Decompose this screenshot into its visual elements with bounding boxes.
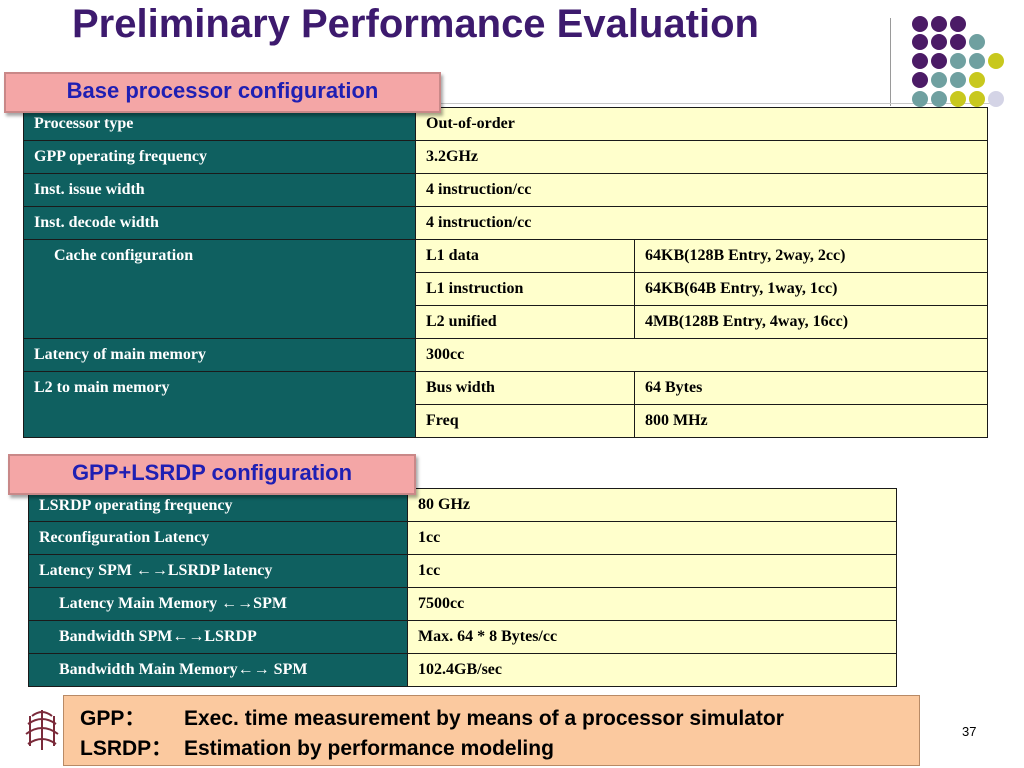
table-row: Latency SPM ←→LSRDP latency 1cc — [28, 554, 897, 588]
table-row: Freq 800 MHz — [24, 404, 989, 438]
note-box: GPP： Exec. time measurement by means of … — [63, 695, 920, 766]
table-row: Latency Main Memory ←→SPM 7500cc — [28, 587, 897, 621]
row-value: 64KB(64B Entry, 1way, 1cc) — [633, 272, 989, 306]
row-subkey: Bus width — [415, 371, 635, 405]
dot — [931, 91, 947, 107]
slide-title: Preliminary Performance Evaluation — [72, 2, 759, 46]
note-line: GPP： Exec. time measurement by means of … — [80, 704, 919, 734]
table-row: Cache configuration L1 data 64KB(128B En… — [23, 239, 989, 339]
row-key: Bandwidth Main Memory←→ SPM — [28, 653, 408, 687]
row-key: Latency of main memory — [23, 338, 416, 372]
base-config-table: Processor type Out-of-order GPP operatin… — [23, 107, 989, 438]
dot — [988, 53, 1004, 69]
note-text: Estimation by performance modeling — [184, 737, 554, 760]
note-line: LSRDP： Estimation by performance modelin… — [80, 734, 919, 764]
row-value: 300cc — [414, 338, 989, 372]
dot — [912, 91, 928, 107]
dot — [912, 72, 928, 88]
dot — [912, 53, 928, 69]
dot — [950, 34, 966, 50]
row-subkey: Freq — [415, 404, 635, 438]
note-key: GPP： — [80, 707, 146, 730]
dot — [969, 91, 985, 107]
row-key: Inst. decode width — [23, 206, 416, 240]
table-row: Latency of main memory 300cc — [23, 338, 989, 372]
note-key: LSRDP： — [80, 737, 173, 760]
row-value: 64KB(128B Entry, 2way, 2cc) — [633, 239, 989, 273]
row-value: 1cc — [407, 521, 897, 555]
dot — [912, 34, 928, 50]
row-key: Reconfiguration Latency — [28, 521, 408, 555]
note-text: Exec. time measurement by means of a pro… — [184, 707, 784, 730]
dot — [950, 53, 966, 69]
divider-horizontal — [28, 103, 1000, 104]
row-value: 800 MHz — [633, 404, 989, 438]
table-row: Inst. issue width 4 instruction/cc — [23, 173, 989, 207]
lsrdp-config-table: LSRDP operating frequency 80 GHz Reconfi… — [28, 488, 897, 687]
row-value: 4 instruction/cc — [414, 206, 989, 240]
university-logo-icon — [22, 706, 62, 759]
row-value: 3.2GHz — [414, 140, 989, 174]
dot — [931, 53, 947, 69]
row-value: 64 Bytes — [633, 371, 989, 405]
dot — [950, 16, 966, 32]
dot — [969, 34, 985, 50]
row-key: L2 to main memory — [23, 371, 416, 438]
row-key: Latency SPM ←→LSRDP latency — [28, 554, 408, 588]
row-key: Inst. issue width — [23, 173, 416, 207]
table-row: GPP operating frequency 3.2GHz — [23, 140, 989, 174]
row-subkey: L1 instruction — [415, 272, 635, 306]
dot — [988, 91, 1004, 107]
row-subkey: L2 unified — [415, 305, 635, 339]
row-value: Out-of-order — [414, 107, 989, 141]
row-key: Bandwidth SPM←→LSRDP — [28, 620, 408, 654]
table-row: L2 to main memory Bus width 64 Bytes — [23, 371, 989, 438]
dot — [931, 16, 947, 32]
row-key: Latency Main Memory ←→SPM — [28, 587, 408, 621]
table-row: Reconfiguration Latency 1cc — [28, 521, 897, 555]
dot — [950, 72, 966, 88]
row-value: Max. 64 * 8 Bytes/cc — [407, 620, 897, 654]
base-config-label: Base processor configuration — [4, 72, 441, 113]
table-row: Bandwidth SPM←→LSRDP Max. 64 * 8 Bytes/c… — [28, 620, 897, 654]
row-subkey: L1 data — [415, 239, 635, 273]
row-value: 102.4GB/sec — [407, 653, 897, 687]
table-row: Bandwidth Main Memory←→ SPM 102.4GB/sec — [28, 653, 897, 687]
row-value: 7500cc — [407, 587, 897, 621]
dot — [969, 72, 985, 88]
page-number: 37 — [962, 724, 977, 739]
row-key: GPP operating frequency — [23, 140, 416, 174]
divider-vertical — [890, 18, 891, 106]
table-row: L1 instruction 64KB(64B Entry, 1way, 1cc… — [24, 272, 989, 306]
dot — [969, 53, 985, 69]
dot — [931, 72, 947, 88]
dot — [950, 91, 966, 107]
row-value: 4 instruction/cc — [414, 173, 989, 207]
row-value: 80 GHz — [407, 488, 897, 522]
dot — [912, 16, 928, 32]
row-key: Cache configuration — [23, 239, 416, 339]
dot — [931, 34, 947, 50]
row-value: 4MB(128B Entry, 4way, 16cc) — [633, 305, 989, 339]
lsrdp-config-label: GPP+LSRDP configuration — [8, 454, 416, 495]
table-row: Inst. decode width 4 instruction/cc — [23, 206, 989, 240]
row-value: 1cc — [407, 554, 897, 588]
